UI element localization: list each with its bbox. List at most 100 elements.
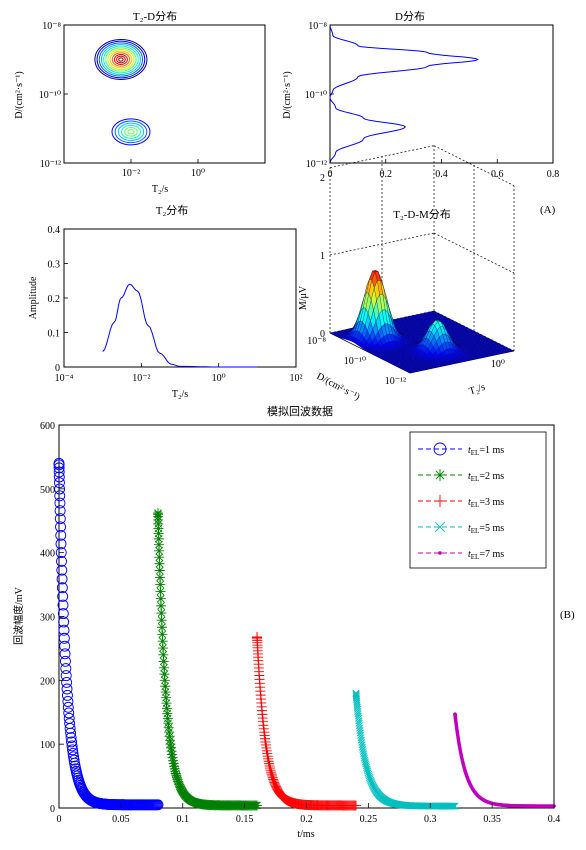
x-tick-label: 0.4: [548, 814, 561, 825]
x-tick-label: 0.3: [424, 814, 437, 825]
legend-label-sub: EL: [471, 475, 480, 483]
y-axis-label: D/(cm²·s⁻¹): [282, 71, 293, 118]
t2-tick-label: 10⁰: [491, 359, 505, 370]
x-axis-label: T₂/s: [468, 382, 487, 398]
y-tick-label: 500: [40, 485, 55, 496]
data-point: [252, 800, 262, 810]
plot-frame: [330, 25, 553, 163]
data-point: [263, 751, 273, 761]
data-point: [63, 702, 73, 712]
data-point: [265, 761, 275, 771]
plot-frame: [64, 25, 265, 163]
contour-line: [119, 58, 123, 61]
contour-line: [110, 51, 132, 68]
chart-title: T₂-D-M分布: [393, 208, 451, 221]
y-tick-label: 200: [40, 676, 55, 687]
legend-marker: [438, 551, 441, 554]
y-tick-label: 10⁻¹²: [40, 159, 61, 170]
series-4: [353, 690, 458, 809]
y-tick-label: 0: [55, 363, 60, 374]
data-point: [265, 763, 275, 773]
x-tick-label: 0: [57, 814, 62, 825]
x-tick-label: 0.1: [177, 814, 190, 825]
x-tick-label: 0.8: [547, 169, 560, 180]
y-axis-label: D/(cm²·s⁻¹): [315, 371, 362, 403]
legend-label-rest: =5 ms: [479, 523, 504, 534]
contour-line: [115, 121, 147, 143]
x-tick-label: 0.4: [435, 169, 448, 180]
legend-label-sub: EL: [471, 501, 480, 509]
series-2: [153, 508, 262, 810]
x-tick-label: 0.25: [360, 814, 378, 825]
y-axis-label: Amplitude: [28, 276, 39, 319]
d-tick-label: 10⁻¹²: [385, 376, 406, 387]
data-point: [264, 759, 274, 769]
legend-label-rest: =7 ms: [479, 549, 504, 560]
x-tick-label: 0.2: [300, 814, 313, 825]
series-3: [252, 632, 361, 811]
x-tick-label: 0.2: [380, 169, 393, 180]
contour-line: [104, 46, 139, 73]
legend-label-sub: EL: [471, 449, 480, 457]
y-tick-label: 100: [40, 740, 55, 751]
chart-title: D分布: [395, 10, 425, 23]
y-tick-label: 400: [40, 549, 55, 560]
legend-label-rest: =1 ms: [479, 445, 504, 456]
y-tick-label: 0: [50, 804, 55, 815]
contour-line: [125, 128, 138, 137]
x-tick-label: 0.15: [236, 814, 254, 825]
chart-title: T₂分布: [156, 204, 189, 217]
t2-distribution-line: [103, 284, 258, 367]
x-tick-label: 10⁻⁴: [55, 373, 74, 384]
x-tick-label: 10⁻²: [132, 373, 150, 384]
series-5: [453, 713, 555, 808]
data-point: [263, 754, 273, 764]
legend-label-rest: =2 ms: [479, 471, 504, 482]
data-point: [55, 506, 65, 516]
y-tick-label: 0.4: [48, 225, 61, 236]
contour-line: [95, 40, 147, 80]
d-tick-label: 10⁻¹⁰: [344, 356, 366, 367]
y-tick-label: 10⁻⁸: [42, 21, 61, 32]
d-distribution-line: [330, 25, 478, 163]
x-tick-label: 0: [328, 169, 333, 180]
data-point: [264, 756, 274, 766]
t2-d-contour-chart: T₂-D分布 10⁻² 10⁰ 10⁻⁸ 10⁻¹⁰ 10⁻¹² T₂/s D/(cm²…: [14, 10, 265, 195]
y-tick-label: 10⁻¹⁰: [39, 90, 61, 101]
contour-line: [117, 56, 126, 63]
y-tick-label: 10⁻⁸: [308, 21, 327, 32]
y-tick-label: 0.2: [48, 294, 61, 305]
x-tick-label: 10⁰: [191, 168, 205, 179]
chart-title: T₂-D分布: [133, 10, 177, 23]
x-axis-label: T₂/s: [152, 184, 168, 195]
legend-label-sub: EL: [471, 553, 480, 561]
legend-marker: [434, 469, 446, 481]
x-tick-label: 10²: [290, 373, 303, 384]
d-tick-label: 10⁻⁸: [307, 336, 326, 347]
y-tick-label: 10⁻¹²: [306, 159, 327, 170]
data-point: [262, 749, 272, 759]
y-axis-label: 回波幅度/mV: [12, 586, 25, 645]
legend-label-sub: EL: [471, 527, 480, 535]
panel-label-b: (B): [560, 609, 575, 621]
x-tick-label: 10⁻²: [122, 168, 140, 179]
chart-title: 模拟回波数据: [267, 404, 333, 418]
plot-frame: [64, 229, 296, 367]
x-axis-label: t/ms: [297, 829, 314, 840]
z-axis-label: M/μV: [298, 285, 309, 310]
contour-lines: [95, 40, 150, 145]
y-tick-label: 300: [40, 613, 55, 624]
y-tick-label: 600: [40, 421, 55, 432]
contour-line: [128, 130, 134, 134]
x-tick-label: 0.05: [112, 814, 130, 825]
y-tick-label: 0.3: [48, 260, 61, 271]
panel-label-a: (A): [540, 204, 555, 216]
y-axis-label: D/(cm²·s⁻¹): [14, 71, 25, 118]
